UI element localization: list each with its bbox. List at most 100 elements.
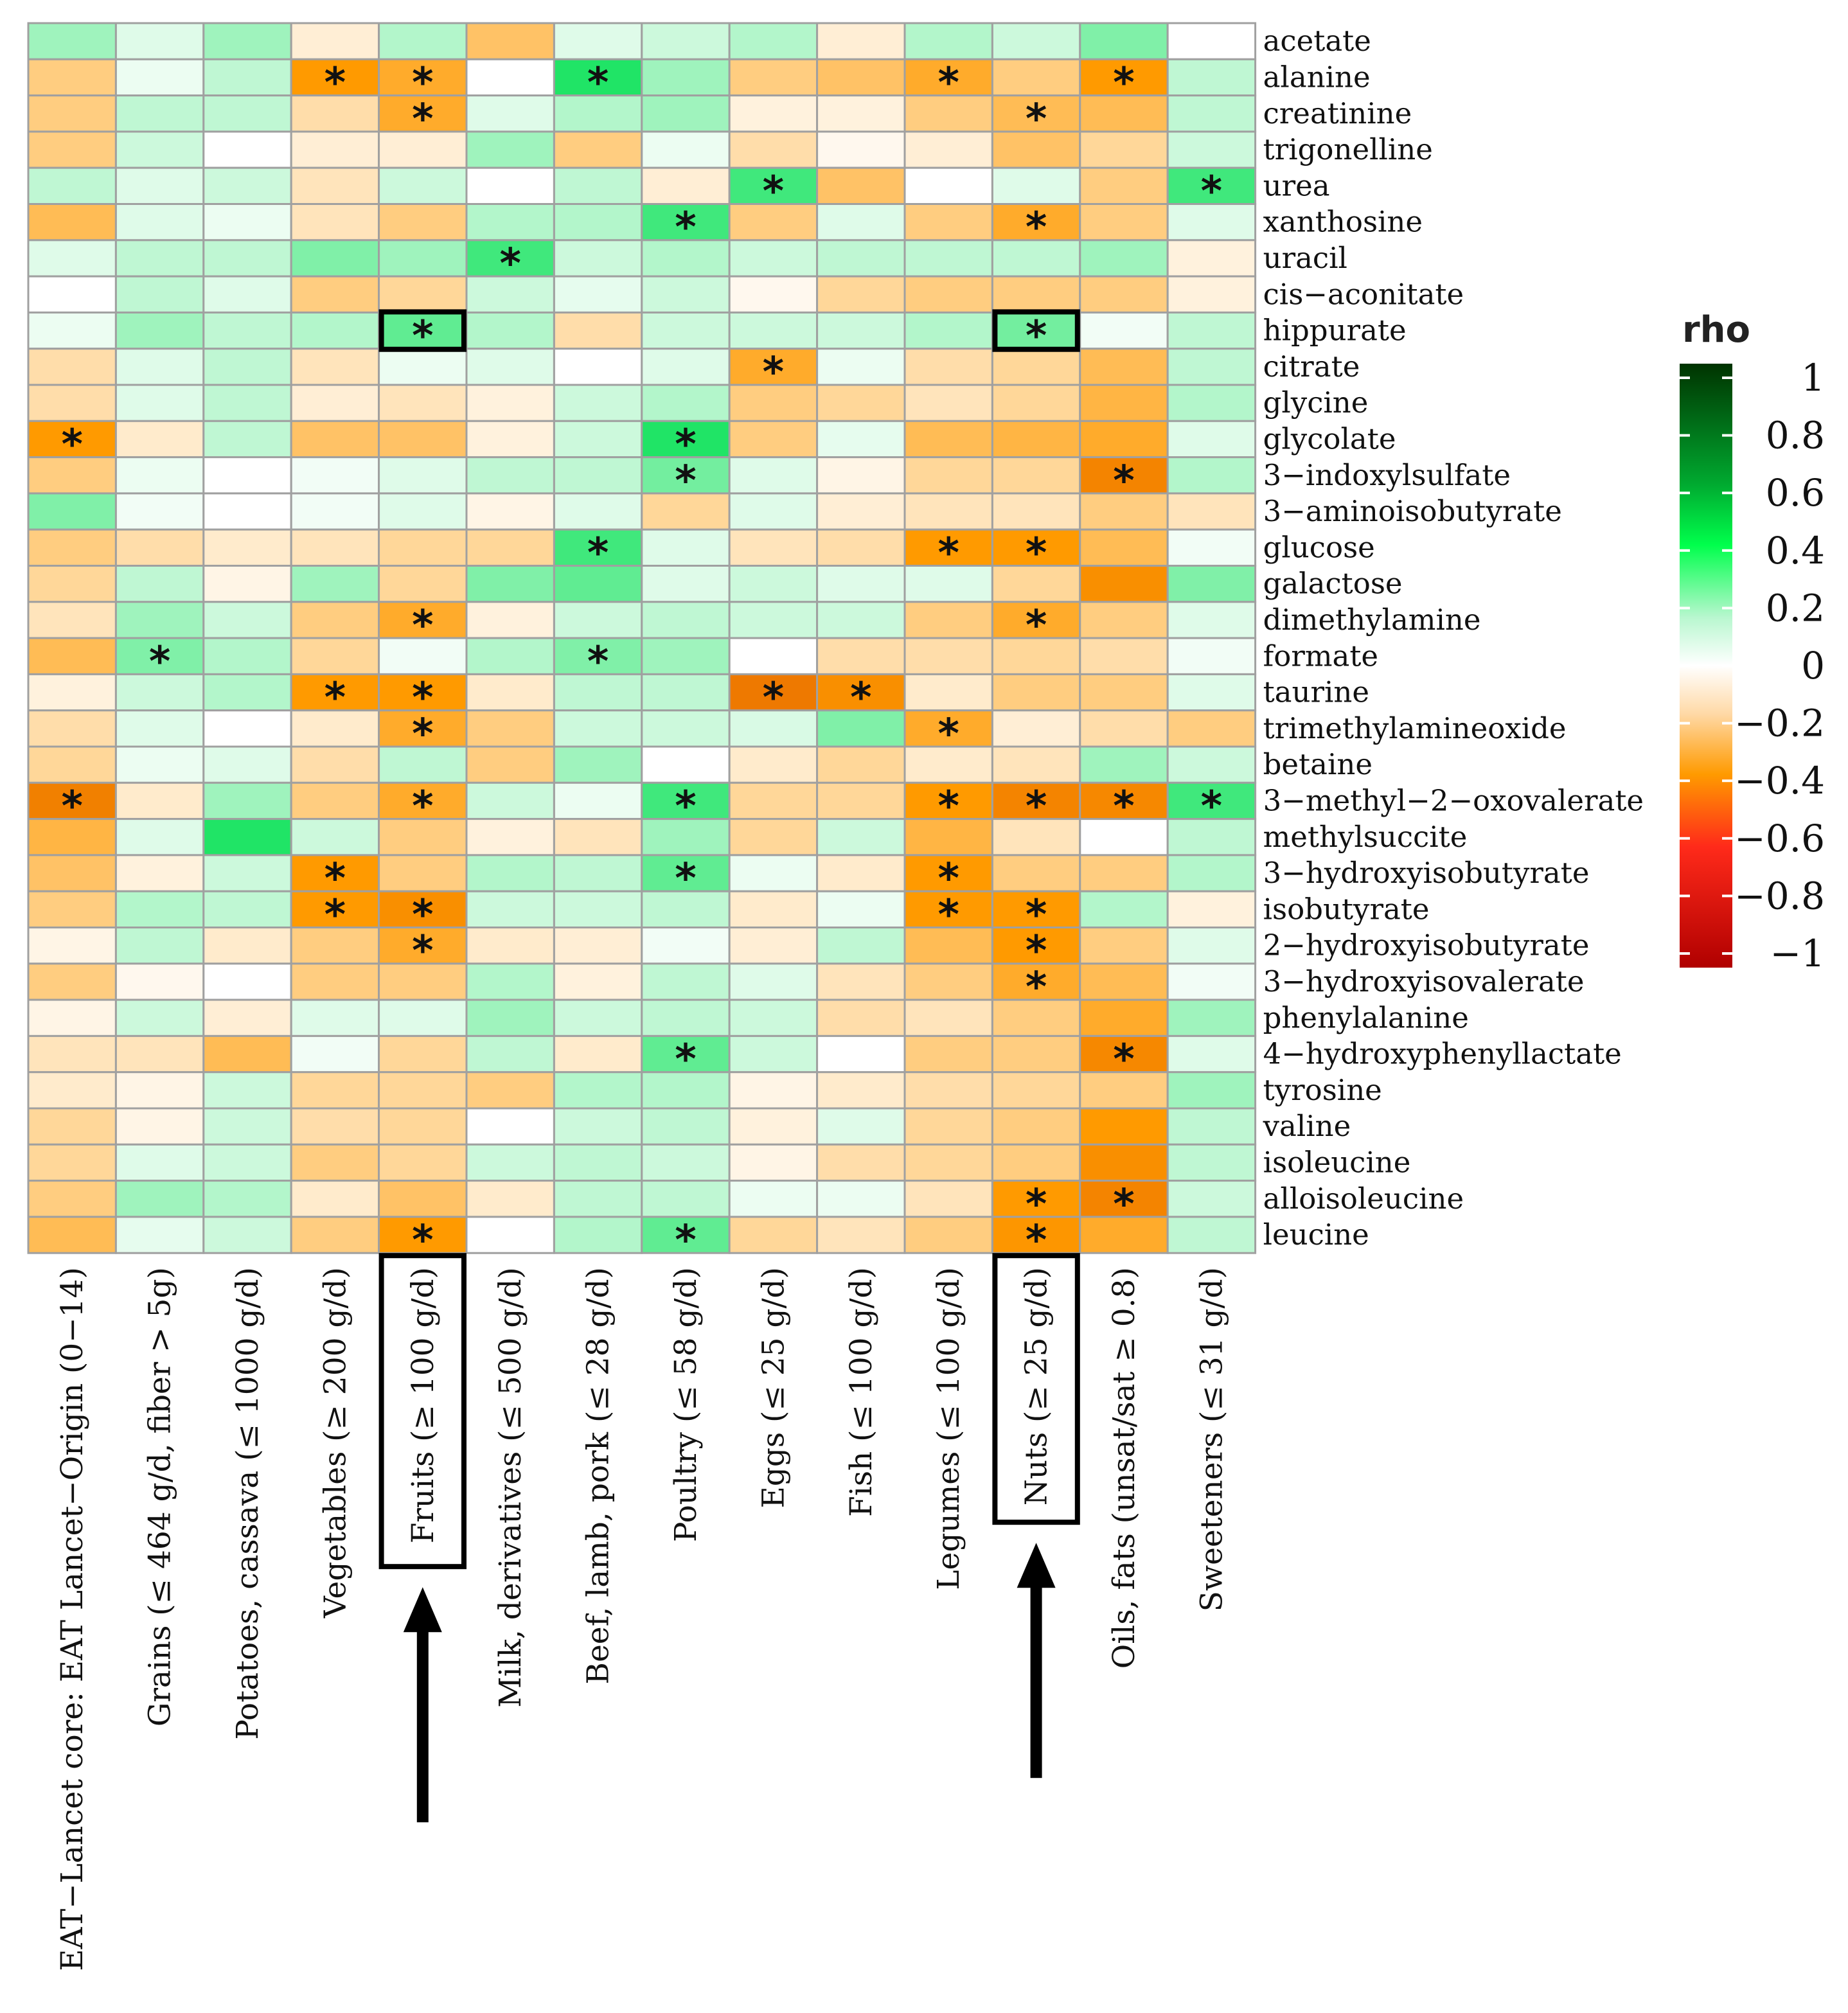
heatmap-cell <box>114 94 205 133</box>
heatmap-cell <box>290 601 380 639</box>
row-label: 2−hydroxyisobutyrate <box>1263 928 1590 962</box>
heatmap-cell <box>553 275 643 314</box>
heatmap-cell <box>641 1216 731 1254</box>
significance-star: * <box>412 711 433 758</box>
heatmap-cell <box>553 130 643 169</box>
heatmap-cell <box>553 348 643 386</box>
heatmap-cell <box>1166 890 1257 928</box>
heatmap-cell <box>114 818 205 856</box>
heatmap-cell <box>1166 565 1257 603</box>
heatmap-cell <box>1166 673 1257 712</box>
row-label: acetate <box>1263 24 1371 58</box>
heatmap-cell <box>1166 1216 1257 1254</box>
heatmap-cell <box>641 962 731 1001</box>
heatmap-cell <box>202 962 292 1001</box>
heatmap-cell <box>378 962 468 1001</box>
heatmap-cell <box>202 745 292 784</box>
heatmap-cell <box>1079 818 1169 856</box>
heatmap-cell <box>553 818 643 856</box>
heatmap-cell <box>378 275 468 314</box>
heatmap-cell <box>641 781 731 820</box>
heatmap-cell <box>465 673 555 712</box>
heatmap-cell <box>202 818 292 856</box>
heatmap-cell <box>553 962 643 1001</box>
heatmap-cell <box>114 962 205 1001</box>
heatmap-cell <box>290 275 380 314</box>
significance-star: * <box>1026 964 1047 1011</box>
heatmap-cell <box>27 962 117 1001</box>
heatmap-cell <box>1166 58 1257 97</box>
heatmap-cell <box>465 384 555 422</box>
heatmap-cell <box>378 1034 468 1074</box>
heatmap-cell <box>290 1180 380 1218</box>
heatmap-cell <box>728 348 819 386</box>
significance-star: * <box>1113 1181 1134 1228</box>
heatmap-cell <box>290 1034 380 1074</box>
heatmap-cell <box>465 348 555 386</box>
heatmap-cell <box>1079 22 1169 60</box>
heatmap-cell <box>728 166 819 206</box>
highlighted-column-label-box <box>378 1253 466 1570</box>
heatmap-cell <box>991 1143 1081 1182</box>
legend-tick-label: 0.8 <box>1766 414 1825 457</box>
heatmap-cell <box>641 22 731 60</box>
significance-stars: * * * * ** ** ** *** *** ** ** * ** ** ** * * ** ** * * * * * **… <box>61 59 1222 1264</box>
heatmap-cell <box>1079 673 1169 712</box>
heatmap-cell <box>641 927 731 965</box>
heatmap-cell <box>641 637 731 675</box>
heatmap-cell <box>465 565 555 603</box>
heatmap-cell <box>816 166 906 206</box>
row-label: 3−methyl−2−oxovalerate <box>1263 783 1644 817</box>
significance-star: * <box>675 421 696 468</box>
row-label: tyrosine <box>1263 1073 1382 1107</box>
row-label: urea <box>1263 168 1330 202</box>
heatmap-cell <box>114 1216 205 1254</box>
heatmap-cell <box>553 998 643 1037</box>
heatmap-cell <box>27 94 117 133</box>
heatmap-cell <box>991 1216 1081 1254</box>
heatmap-cell <box>465 275 555 314</box>
row-label: phenylalanine <box>1263 1000 1469 1034</box>
heatmap-cell <box>1079 854 1169 892</box>
heatmap-cell <box>1166 781 1257 820</box>
heatmap-cell <box>991 673 1081 712</box>
heatmap-cell <box>903 384 993 422</box>
arrow-shaft <box>416 1629 429 1823</box>
heatmap-cell <box>816 94 906 133</box>
legend-tick-label: 0.2 <box>1766 586 1825 630</box>
heatmap-cell <box>202 1143 292 1182</box>
heatmap-cell <box>378 528 468 567</box>
heatmap-cell <box>553 384 643 422</box>
heatmap-cell <box>465 1034 555 1074</box>
heatmap-cell <box>27 890 117 928</box>
heatmap-cell <box>1166 528 1257 567</box>
heatmap-cell <box>903 745 993 784</box>
heatmap-cell <box>553 709 643 748</box>
heatmap-cell <box>1079 890 1169 928</box>
heatmap-cell <box>114 420 205 459</box>
heatmap-cell <box>202 384 292 422</box>
heatmap-cell <box>465 420 555 459</box>
heatmap-cell <box>290 998 380 1037</box>
legend-tick-label: 0.4 <box>1766 529 1825 572</box>
heatmap-cell <box>903 1180 993 1218</box>
heatmap-cell <box>290 709 380 748</box>
heatmap-cell <box>728 384 819 422</box>
heatmap-cell <box>553 456 643 495</box>
heatmap-cell <box>465 1180 555 1218</box>
heatmap-cell <box>816 745 906 784</box>
heatmap-cell <box>903 998 993 1037</box>
heatmap-cell <box>1166 601 1257 639</box>
heatmap-cell <box>114 745 205 784</box>
heatmap-cell <box>991 745 1081 784</box>
legend-tick-label: −0.4 <box>1734 759 1825 803</box>
heatmap-cell <box>290 384 380 422</box>
heatmap-cell <box>465 601 555 639</box>
heatmap-cell <box>1166 203 1257 242</box>
heatmap-cell <box>728 275 819 314</box>
heatmap-cell <box>378 854 468 892</box>
heatmap-cell <box>1079 420 1169 459</box>
heatmap-cell <box>202 456 292 495</box>
heatmap-cell <box>114 998 205 1037</box>
heatmap-cell <box>728 637 819 675</box>
